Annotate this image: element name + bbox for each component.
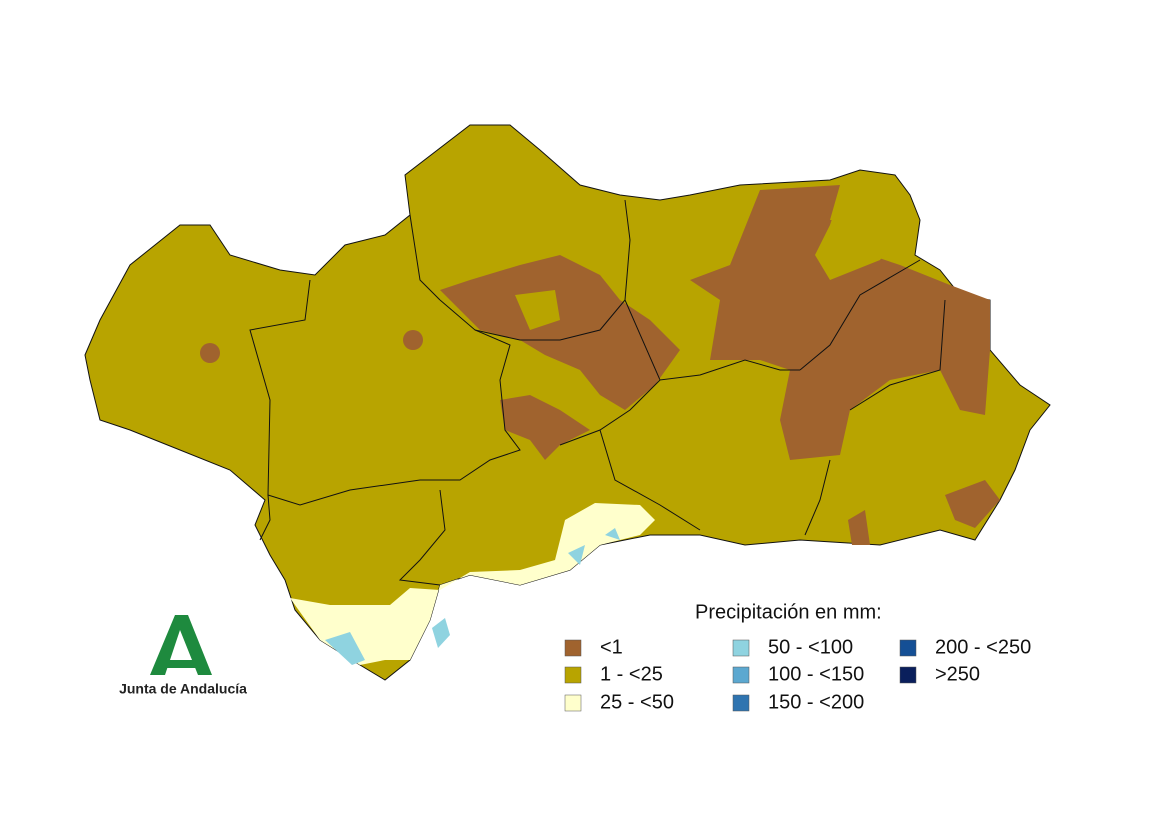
province-border (624, 299, 800, 381)
legend-swatch (899, 666, 917, 684)
dry-area (515, 290, 560, 330)
dry-area (945, 480, 1000, 528)
legend-label: 50 - <100 (768, 636, 853, 658)
dry-area (690, 185, 990, 460)
dry-spot (200, 343, 220, 363)
legend-label: >250 (935, 663, 980, 685)
wet-patch (568, 545, 585, 565)
legend-swatch (564, 639, 582, 657)
wet-patch (605, 528, 620, 540)
dry-area (815, 180, 915, 280)
province-border (799, 259, 921, 371)
wet-patch (432, 618, 450, 648)
legend-label: 25 - <50 (600, 691, 674, 713)
legend-label: 200 - <250 (935, 636, 1031, 658)
dry-area (440, 255, 680, 410)
legend-label: 100 - <150 (768, 663, 864, 685)
legend-swatch (564, 666, 582, 684)
legend-swatch (899, 639, 917, 657)
logo-text: Junta de Andalucía (119, 681, 247, 697)
region-map (84, 124, 1051, 681)
logo-mark (150, 615, 212, 675)
dry-spot (403, 330, 423, 350)
legend-title: Precipitación en mm: (695, 601, 882, 623)
province-border (398, 489, 446, 586)
legend-swatch (732, 694, 750, 712)
province-border (474, 199, 631, 341)
wet-patch (325, 632, 365, 665)
province-border (259, 494, 271, 541)
legend-swatch (732, 666, 750, 684)
legend-label: <1 (600, 636, 623, 658)
dry-area (500, 395, 590, 460)
wet-strip (290, 503, 655, 665)
province-border (559, 379, 661, 446)
legend-swatch (564, 694, 582, 712)
dry-area (848, 510, 870, 545)
province-border (849, 299, 946, 411)
province-border (409, 214, 441, 301)
province-border (599, 429, 701, 531)
province-border (804, 459, 831, 536)
legend-label: 150 - <200 (768, 691, 864, 713)
legend: Precipitación en mm: <1 1 - <25 25 - <50 50… (564, 601, 1031, 713)
logo: Junta de Andalucía (119, 615, 247, 697)
legend-label: 1 - <25 (600, 663, 663, 685)
province-borders (249, 199, 946, 586)
legend-swatch (732, 639, 750, 657)
province-border (249, 279, 521, 506)
